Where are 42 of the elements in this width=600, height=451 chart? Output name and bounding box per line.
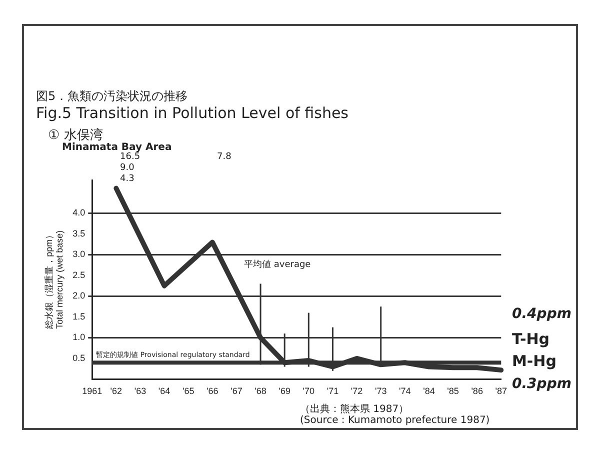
y-tick-label: 0.5: [72, 352, 86, 363]
x-tick-label: '68: [254, 386, 266, 396]
x-tick-label: '71: [326, 386, 339, 396]
text: Minamata Bay Area: [62, 142, 172, 153]
x-tick-label: '72: [350, 386, 363, 396]
x-tick-label: '69: [278, 386, 290, 396]
x-tick-label: '70: [302, 386, 315, 396]
text: 0.3ppm: [512, 376, 572, 392]
y-tick-label: 1.5: [72, 311, 86, 322]
chart-title: 図5．魚類の汚染状況の推移: [36, 88, 188, 105]
x-tick-label: '73: [374, 386, 387, 396]
x-tick-label: '87: [495, 386, 508, 396]
x-tick-label: '65: [182, 386, 194, 396]
x-tick-label: '66: [206, 386, 218, 396]
text: M-Hg: [512, 352, 556, 370]
y-tick-label: 3.0: [72, 249, 86, 260]
annotation: 平均値 average: [244, 258, 311, 271]
text: （出典：熊本県 1987）: [300, 402, 409, 415]
text: 16.5: [120, 152, 140, 162]
x-tick-label: '84: [423, 386, 435, 396]
annotation: 4.3: [120, 174, 134, 184]
y-axis-title: 総水銀（湿重量，ppm） Total mercury (wet base): [44, 230, 65, 330]
x-tick-label: '74: [399, 386, 411, 396]
x-tick-label: 1961: [82, 386, 102, 396]
y-tick-label: 4.0: [72, 208, 86, 218]
text: T-Hg: [512, 330, 550, 348]
y-tick-label: 3.5: [72, 228, 86, 238]
y-tick-label: 2.5: [72, 270, 86, 280]
x-tick-label: '64: [158, 386, 170, 396]
x-tick-label: '67: [230, 386, 242, 396]
y-tick-label: 1.0: [72, 332, 86, 342]
text: 9.0: [120, 163, 134, 173]
x-tick-label: '63: [134, 386, 146, 396]
chart-subtitle: Fig.5 Transition in Pollution Level of fishes: [36, 104, 348, 122]
x-tick-label: '85: [447, 386, 459, 396]
y-tick-label: 2.0: [72, 290, 86, 301]
text: ① 水俣湾: [48, 127, 103, 143]
text: 7.8: [217, 152, 232, 162]
x-tick-label: '86: [471, 386, 483, 396]
text: (Source : Kumamoto prefecture 1987): [300, 415, 490, 426]
x-tick-label: '62: [110, 386, 122, 396]
text: 0.4ppm: [512, 306, 572, 322]
